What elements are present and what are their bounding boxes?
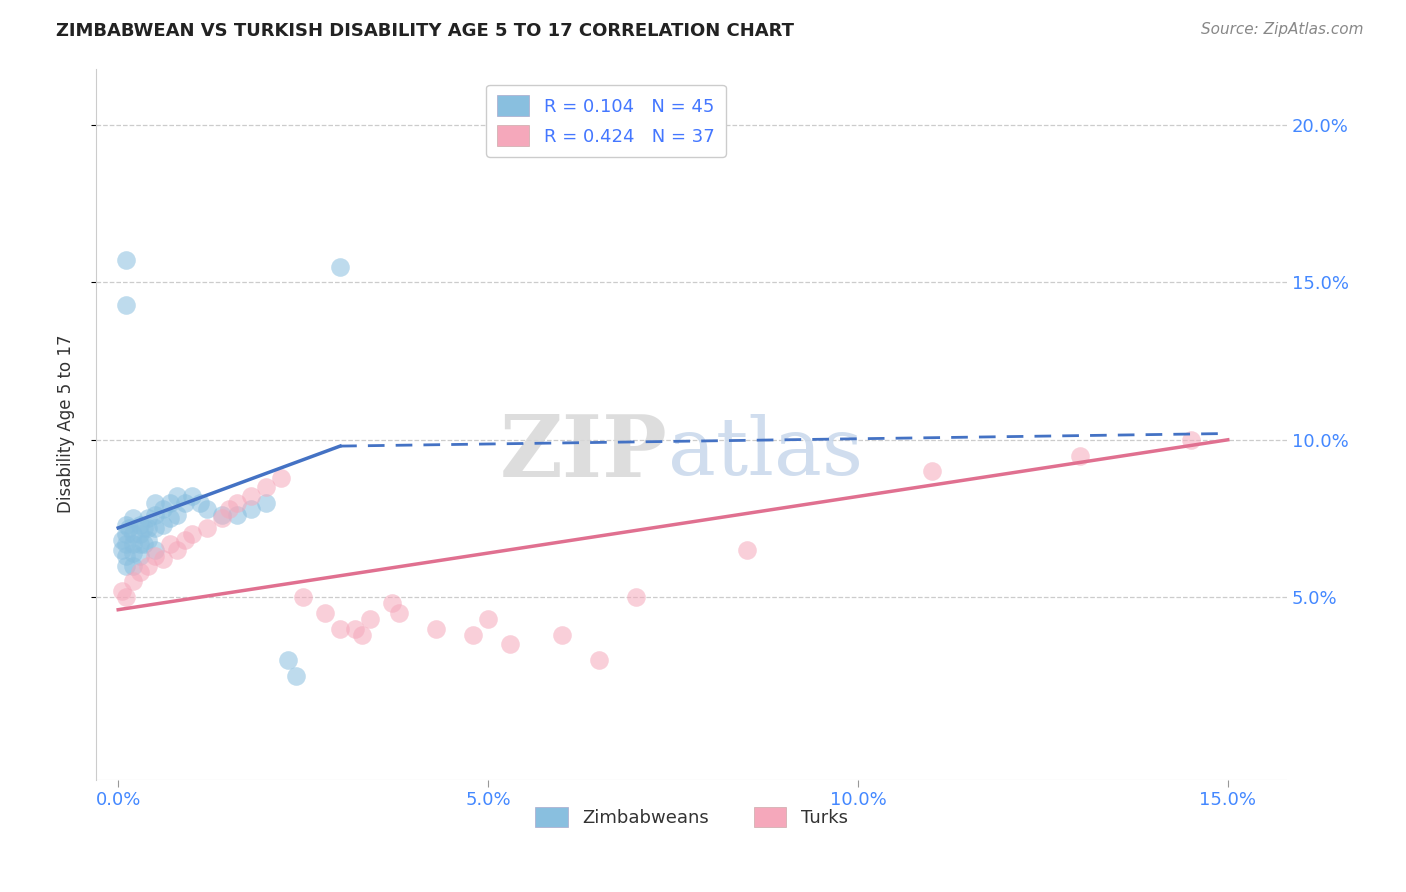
Point bbox=[181, 490, 204, 504]
Point bbox=[352, 628, 374, 642]
Point bbox=[114, 536, 136, 550]
Point bbox=[152, 552, 174, 566]
Point bbox=[624, 590, 647, 604]
Point bbox=[118, 521, 141, 535]
Point bbox=[122, 546, 145, 560]
Point bbox=[329, 622, 352, 636]
Point bbox=[143, 549, 166, 564]
Point bbox=[111, 533, 134, 548]
Point bbox=[499, 637, 522, 651]
Point bbox=[270, 470, 292, 484]
Point bbox=[129, 565, 152, 579]
Point bbox=[159, 536, 181, 550]
Point bbox=[921, 464, 943, 478]
Point bbox=[551, 628, 574, 642]
Point bbox=[143, 521, 166, 535]
Point bbox=[1069, 449, 1091, 463]
Text: atlas: atlas bbox=[668, 414, 863, 491]
Point bbox=[181, 527, 204, 541]
Point bbox=[211, 511, 233, 525]
Point bbox=[132, 521, 155, 535]
Point bbox=[195, 502, 218, 516]
Point bbox=[132, 536, 155, 550]
Point bbox=[166, 508, 188, 523]
Point bbox=[329, 260, 352, 274]
Point bbox=[114, 558, 136, 573]
Point bbox=[166, 490, 188, 504]
Point bbox=[152, 517, 174, 532]
Point bbox=[188, 496, 211, 510]
Point bbox=[240, 502, 263, 516]
Point bbox=[225, 496, 247, 510]
Point bbox=[425, 622, 447, 636]
Point bbox=[254, 496, 277, 510]
Point bbox=[114, 549, 136, 564]
Point bbox=[111, 583, 134, 598]
Point bbox=[122, 527, 145, 541]
Text: Source: ZipAtlas.com: Source: ZipAtlas.com bbox=[1201, 22, 1364, 37]
Point bbox=[114, 517, 136, 532]
Point bbox=[735, 543, 758, 558]
Point bbox=[277, 653, 299, 667]
Point bbox=[114, 297, 136, 311]
Point bbox=[122, 574, 145, 589]
Point bbox=[359, 612, 381, 626]
Point bbox=[114, 590, 136, 604]
Text: ZIMBABWEAN VS TURKISH DISABILITY AGE 5 TO 17 CORRELATION CHART: ZIMBABWEAN VS TURKISH DISABILITY AGE 5 T… bbox=[56, 22, 794, 40]
Point bbox=[136, 521, 159, 535]
Point bbox=[114, 527, 136, 541]
Point bbox=[129, 517, 152, 532]
Point bbox=[136, 533, 159, 548]
Point bbox=[136, 511, 159, 525]
Point bbox=[129, 536, 152, 550]
Point bbox=[1180, 433, 1202, 447]
Point bbox=[173, 533, 195, 548]
Point bbox=[114, 253, 136, 268]
Point bbox=[254, 480, 277, 494]
Point bbox=[129, 549, 152, 564]
Point bbox=[225, 508, 247, 523]
Point bbox=[129, 527, 152, 541]
Legend: Zimbabweans, Turks: Zimbabweans, Turks bbox=[527, 799, 855, 835]
Point bbox=[388, 606, 411, 620]
Text: ZIP: ZIP bbox=[501, 410, 668, 494]
Point bbox=[111, 543, 134, 558]
Point bbox=[463, 628, 485, 642]
Point bbox=[159, 496, 181, 510]
Point bbox=[195, 521, 218, 535]
Point bbox=[143, 496, 166, 510]
Point bbox=[152, 502, 174, 516]
Point bbox=[143, 543, 166, 558]
Point bbox=[122, 536, 145, 550]
Point bbox=[240, 490, 263, 504]
Point bbox=[122, 511, 145, 525]
Point bbox=[314, 606, 336, 620]
Point bbox=[136, 558, 159, 573]
Point bbox=[122, 558, 145, 573]
Point bbox=[343, 622, 366, 636]
Point bbox=[284, 669, 307, 683]
Point bbox=[218, 502, 240, 516]
Point bbox=[588, 653, 610, 667]
Point bbox=[173, 496, 195, 510]
Point bbox=[159, 511, 181, 525]
Point bbox=[211, 508, 233, 523]
Point bbox=[166, 543, 188, 558]
Point bbox=[477, 612, 499, 626]
Point bbox=[143, 508, 166, 523]
Y-axis label: Disability Age 5 to 17: Disability Age 5 to 17 bbox=[58, 334, 75, 513]
Point bbox=[292, 590, 315, 604]
Point bbox=[381, 596, 404, 610]
